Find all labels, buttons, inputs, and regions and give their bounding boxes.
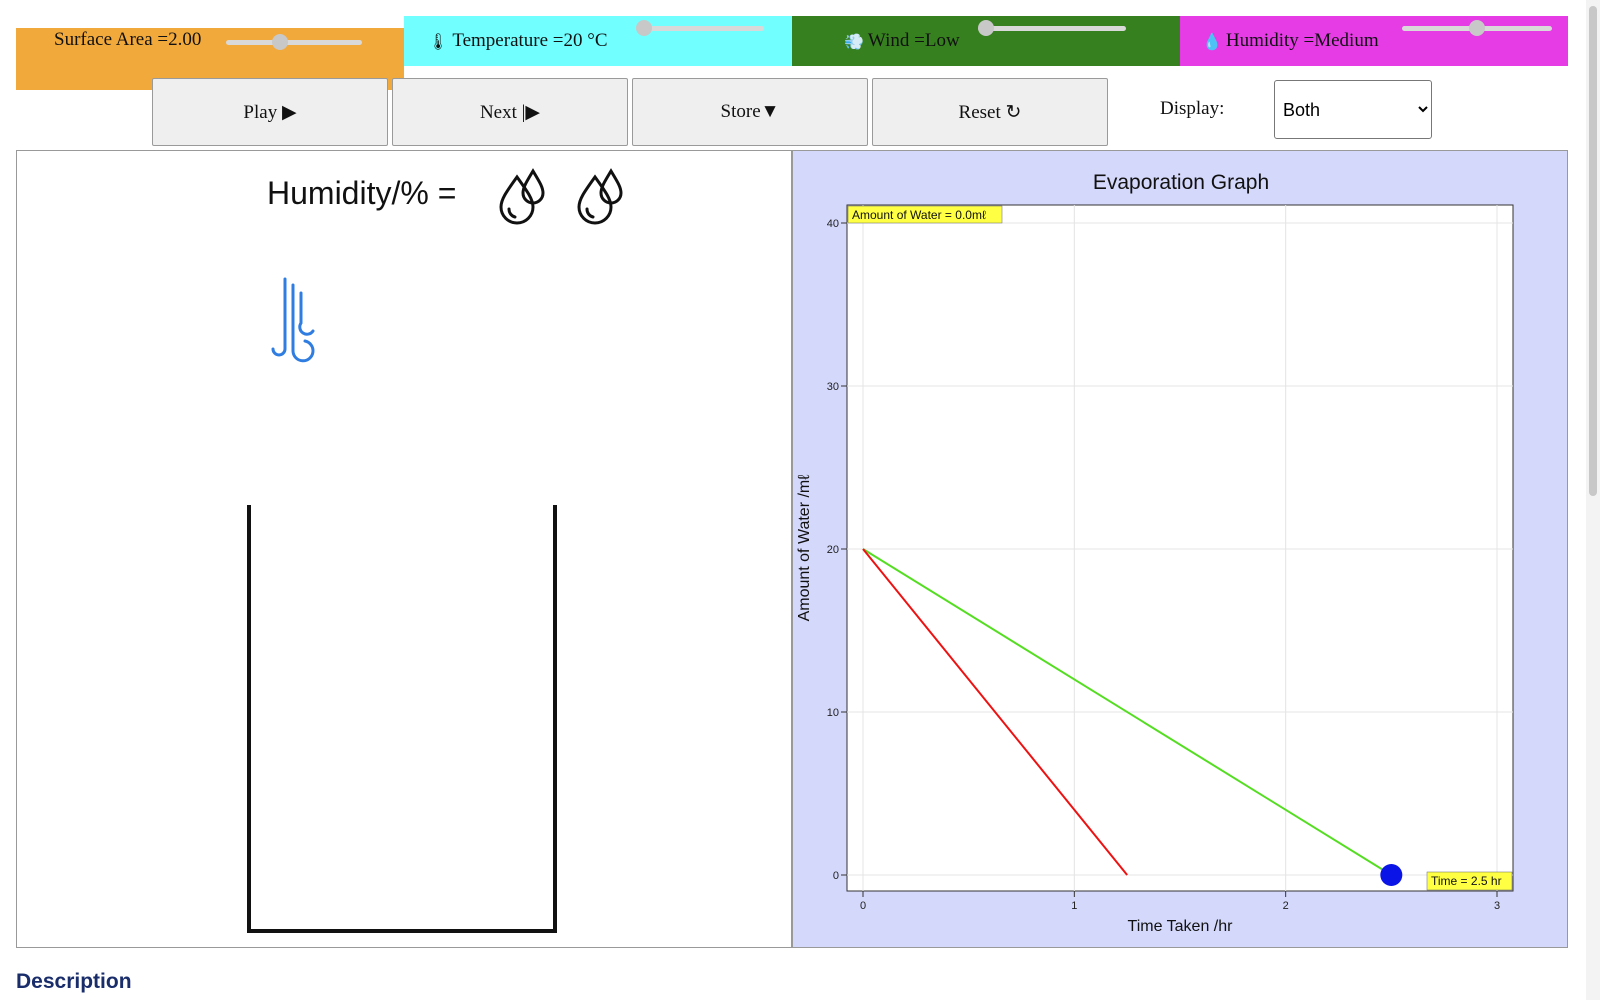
surface-area-label: Surface Area =2.00: [54, 29, 202, 50]
y-tick-label: 20: [827, 544, 839, 556]
chart-title: Evaporation Graph: [1093, 171, 1269, 194]
x-tick-label: 1: [1071, 900, 1077, 912]
series-line-2: [862, 548, 1128, 876]
humidity-slider[interactable]: [1402, 20, 1552, 36]
wind-control: 💨 Wind =Low: [792, 16, 1180, 66]
thermometer-icon: 🌡: [428, 31, 449, 51]
wind-slider-knob[interactable]: [978, 20, 994, 36]
description-heading[interactable]: Description: [16, 970, 132, 993]
display-label: Display:: [1160, 98, 1225, 119]
water-annotation-text: Amount of Water = 0.0mℓ: [852, 208, 986, 222]
surface-area-slider-knob[interactable]: [271, 34, 288, 50]
humidity-slider-knob[interactable]: [1469, 20, 1485, 36]
temperature-label: Temperature =20 °C: [452, 30, 608, 51]
wind-icon: 💨: [844, 31, 864, 51]
graph-panel: Evaporation Graph 0 1 2 3 0 10 20 30 40 Time Taken…: [792, 150, 1568, 948]
next-button[interactable]: Next |▶: [392, 78, 628, 146]
x-axis-label: Time Taken /hr: [1128, 918, 1234, 935]
page-scrollbar-thumb[interactable]: [1589, 6, 1597, 496]
current-point-marker: [1380, 864, 1403, 886]
humidity-drop-icon: [577, 168, 623, 225]
time-annotation-text: Time = 2.5 hr: [1431, 874, 1502, 888]
humidity-title: Humidity/% =: [267, 175, 457, 211]
surface-area-slider[interactable]: [226, 34, 362, 50]
parameter-bar: Surface Area =2.00 🌡 Temperature =20 °C …: [16, 16, 1568, 90]
temperature-slider[interactable]: [636, 20, 764, 36]
humidity-drops: [499, 168, 623, 225]
display-select[interactable]: Both: [1274, 80, 1432, 139]
temperature-control: 🌡 Temperature =20 °C: [404, 16, 792, 66]
wind-swirl-icon: [271, 277, 315, 363]
x-tick-label: 0: [860, 900, 866, 912]
y-tick-label: 30: [827, 381, 839, 393]
simulation-panel: Humidity/% =: [16, 150, 792, 948]
water-annotation: Amount of Water = 0.0mℓ: [847, 205, 1003, 224]
humidity-control: 💧 Humidity =Medium: [1180, 16, 1568, 66]
series-line-1: [862, 548, 1392, 876]
play-button[interactable]: Play ▶: [152, 78, 388, 146]
y-tick-label: 0: [833, 870, 839, 882]
temperature-slider-knob[interactable]: [636, 20, 652, 36]
simulation-canvas: [247, 168, 623, 933]
wind-slider[interactable]: [978, 20, 1126, 36]
x-tick-label: 3: [1494, 900, 1500, 912]
humidity-drop-icon: [499, 168, 545, 225]
plot-area: [846, 204, 1514, 892]
x-tick-label: 2: [1283, 900, 1289, 912]
humidity-label: Humidity =Medium: [1225, 30, 1379, 51]
page-scrollbar[interactable]: [1586, 0, 1600, 1000]
store-button[interactable]: Store▼: [632, 78, 868, 146]
beaker: [247, 505, 557, 933]
time-annotation: Time = 2.5 hr: [1426, 871, 1513, 891]
reset-button[interactable]: Reset ↻: [872, 78, 1108, 146]
y-tick-label: 10: [827, 707, 839, 719]
y-axis-label: Amount of Water /mℓ: [796, 475, 813, 622]
y-tick-label: 40: [827, 218, 839, 230]
droplet-icon: 💧: [1202, 31, 1222, 51]
wind-label: Wind =Low: [867, 30, 960, 51]
